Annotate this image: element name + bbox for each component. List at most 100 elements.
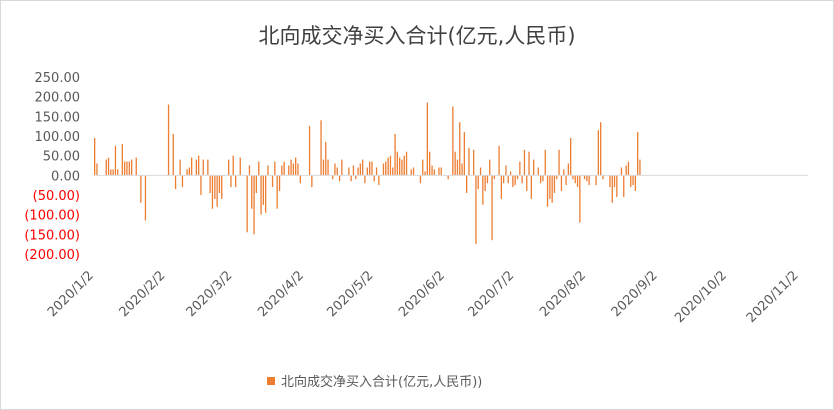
bar: [211, 175, 214, 209]
bar: [498, 145, 500, 176]
bar: [191, 157, 193, 176]
legend-swatch: [267, 376, 275, 385]
bar: [385, 161, 387, 176]
bar: [179, 159, 181, 176]
bar: [216, 175, 218, 207]
bar: [567, 163, 569, 176]
bar: [600, 122, 602, 176]
bar: [542, 175, 544, 182]
bar: [399, 157, 401, 176]
x-tick-label: 2020/7/2: [465, 268, 517, 320]
bar: [105, 159, 107, 176]
bar: [468, 147, 470, 176]
bar: [276, 175, 278, 209]
bar: [392, 167, 394, 176]
bar: [195, 159, 197, 176]
bar: [486, 175, 489, 184]
bar: [570, 138, 572, 176]
bar: [110, 169, 112, 176]
bar: [447, 175, 449, 180]
bar: [484, 175, 486, 191]
bar: [419, 175, 422, 184]
bar: [112, 169, 114, 176]
bar: [611, 175, 613, 203]
bar: [422, 159, 424, 176]
bar: [632, 175, 634, 186]
bar: [288, 165, 290, 176]
bar: [491, 175, 493, 241]
bar: [482, 175, 484, 205]
bar: [218, 175, 221, 193]
bar: [117, 169, 119, 176]
bar: [299, 175, 301, 184]
bar: [341, 159, 343, 176]
bar: [181, 175, 184, 188]
bar: [493, 175, 495, 180]
bar: [246, 175, 248, 233]
bar: [297, 163, 299, 176]
bar: [311, 175, 313, 188]
bar: [378, 175, 380, 186]
bar: [507, 175, 509, 184]
bar: [440, 167, 442, 176]
bar: [521, 175, 523, 184]
bar: [260, 175, 262, 215]
bar: [371, 161, 373, 176]
bar: [616, 175, 618, 197]
bar: [556, 175, 558, 180]
bar: [207, 159, 209, 176]
y-tick-label: (150.00): [24, 228, 80, 243]
bar: [456, 159, 459, 176]
y-tick-label: (100.00): [24, 209, 80, 224]
bar: [274, 161, 276, 176]
bar: [253, 175, 255, 235]
bar: [188, 167, 190, 176]
bar: [126, 161, 128, 176]
bar: [602, 175, 604, 180]
bar: [479, 167, 482, 176]
bar: [352, 165, 355, 176]
y-tick-label: (200.00): [24, 248, 80, 263]
y-tick-label: 250.00: [35, 71, 81, 86]
x-tick-label: 2020/6/2: [396, 268, 448, 320]
bar: [433, 169, 435, 176]
bar: [544, 149, 546, 176]
legend: 北向成交净买入合计(亿元,人民币)): [267, 371, 482, 390]
bar: [546, 175, 549, 207]
bar: [107, 157, 110, 176]
bar: [519, 161, 521, 176]
bar: [459, 122, 461, 176]
bar: [473, 149, 475, 176]
bar: [489, 159, 491, 176]
bar: [509, 171, 512, 176]
bar: [401, 159, 403, 176]
bar: [563, 169, 565, 176]
bar: [389, 155, 392, 176]
bar: [586, 175, 588, 182]
bar: [131, 159, 133, 176]
bar: [214, 175, 216, 199]
bar: [128, 161, 130, 176]
bar: [620, 167, 623, 176]
bar: [588, 175, 590, 186]
y-tick-label: 150.00: [35, 110, 81, 125]
bar: [322, 159, 325, 176]
bar: [516, 175, 519, 180]
bar: [251, 175, 253, 209]
bar: [452, 106, 454, 176]
bar: [248, 165, 251, 176]
bar: [429, 151, 431, 176]
bar: [560, 175, 563, 191]
x-tick-label: 2020/1/2: [45, 268, 97, 320]
bar: [265, 175, 267, 213]
bar: [320, 120, 322, 176]
bar: [308, 126, 311, 176]
bar: [551, 175, 553, 203]
bar: [387, 157, 389, 176]
bar: [540, 175, 542, 184]
bar: [523, 149, 526, 176]
bar: [410, 169, 412, 176]
bar: [332, 175, 334, 180]
bar: [239, 157, 241, 176]
